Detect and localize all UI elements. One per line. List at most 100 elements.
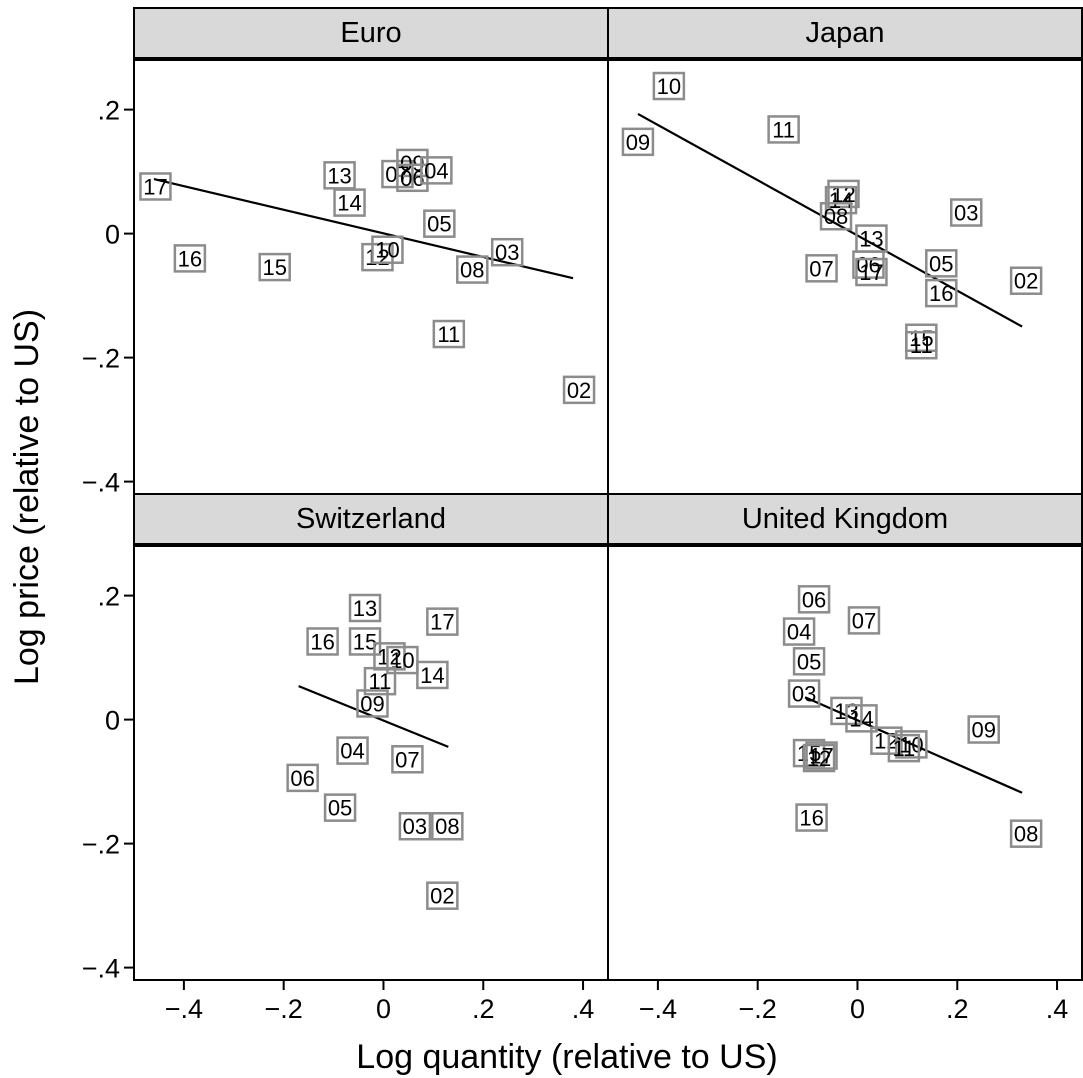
fit-line bbox=[804, 696, 1023, 794]
point-marker-box bbox=[490, 237, 524, 267]
fit-line bbox=[153, 177, 574, 280]
point-marker-box bbox=[333, 188, 366, 217]
point-label: 17 bbox=[859, 260, 883, 285]
data-point: 07 bbox=[847, 606, 881, 635]
data-point: 11 bbox=[887, 733, 921, 763]
point-label: 17 bbox=[430, 610, 454, 635]
point-label: 05 bbox=[797, 649, 821, 674]
y-tick-label: 0 bbox=[105, 706, 120, 736]
y-tick-label: .2 bbox=[97, 96, 120, 126]
data-point: 15 bbox=[348, 627, 382, 656]
point-label: 11 bbox=[437, 322, 460, 347]
point-label: 08 bbox=[435, 814, 459, 839]
data-point: 08 bbox=[431, 811, 464, 841]
point-marker-box bbox=[336, 736, 369, 765]
point-marker-box bbox=[819, 201, 853, 231]
point-label: 14 bbox=[337, 191, 361, 216]
point-marker-box bbox=[348, 627, 382, 656]
data-point: 02 bbox=[1009, 266, 1043, 295]
point-marker-box bbox=[432, 319, 466, 349]
point-marker-box bbox=[925, 249, 958, 278]
data-point: 14 bbox=[824, 185, 858, 215]
point-label: 06 bbox=[856, 253, 880, 278]
x-tick-label: 0 bbox=[376, 994, 391, 1024]
data-point: 03 bbox=[490, 237, 524, 267]
point-label: 02 bbox=[1014, 269, 1038, 294]
data-point: 07 bbox=[391, 745, 424, 774]
point-marker-box bbox=[855, 257, 888, 287]
point-label: 08 bbox=[824, 204, 848, 229]
point-marker-box bbox=[792, 647, 826, 676]
point-marker-box bbox=[356, 689, 389, 718]
data-point: 17 bbox=[426, 607, 459, 636]
data-point: 11 bbox=[767, 115, 800, 144]
point-label: 03 bbox=[403, 814, 427, 839]
point-label: 14 bbox=[849, 706, 873, 731]
point-label: 08 bbox=[460, 258, 484, 283]
data-point: 09 bbox=[967, 715, 1000, 744]
data-point: 05 bbox=[323, 793, 357, 822]
point-label: 12 bbox=[874, 729, 898, 754]
point-marker-box bbox=[139, 172, 172, 201]
panel-title: Switzerland bbox=[296, 503, 446, 535]
data-point: 09 bbox=[621, 127, 655, 157]
point-label: 14 bbox=[829, 188, 853, 213]
panel-title: Japan bbox=[805, 17, 884, 49]
point-marker-box bbox=[173, 244, 207, 273]
point-marker-box bbox=[416, 660, 449, 690]
data-point: 06 bbox=[396, 163, 429, 193]
point-marker-box bbox=[306, 627, 339, 656]
x-tick-label: .4 bbox=[572, 994, 595, 1024]
x-tick-label: .4 bbox=[1046, 994, 1069, 1024]
data-point: 06 bbox=[797, 585, 831, 614]
point-label: 13 bbox=[327, 163, 351, 188]
point-label: 15 bbox=[262, 255, 286, 280]
x-tick-label: .2 bbox=[946, 994, 969, 1024]
point-marker-box bbox=[398, 811, 432, 841]
point-marker-box bbox=[323, 161, 356, 190]
data-point: 08 bbox=[819, 201, 853, 231]
data-point: 17 bbox=[855, 257, 888, 287]
plot-area bbox=[607, 59, 1083, 495]
y-tick-label: .2 bbox=[97, 582, 120, 612]
point-label: 11 bbox=[772, 117, 795, 142]
panel-title-strip bbox=[607, 7, 1083, 59]
y-tick-label: −.2 bbox=[82, 344, 120, 374]
panel-title-strip bbox=[133, 7, 609, 59]
axes-layer: .2 0 −.2 −.4 .2 0 −.2 −.4 −.4 −.2 0 .2 .4 −.4 −.2 0 .2 .4 bbox=[82, 96, 1069, 1024]
point-marker-box bbox=[967, 715, 1000, 744]
data-point: 10 bbox=[652, 71, 686, 101]
data-point: 10 bbox=[371, 235, 404, 264]
point-marker-box bbox=[371, 235, 404, 264]
point-marker-box bbox=[363, 666, 397, 696]
point-label: 02 bbox=[430, 884, 454, 909]
fit-line bbox=[637, 112, 1023, 328]
point-label: 11 bbox=[892, 736, 915, 761]
point-label: 12 bbox=[365, 245, 389, 270]
point-label: 11 bbox=[910, 333, 933, 358]
data-point: 14 bbox=[416, 660, 449, 690]
point-marker-box bbox=[1009, 266, 1043, 295]
data-point: 17 bbox=[139, 172, 172, 201]
point-label: 15 bbox=[353, 629, 377, 654]
point-marker-box bbox=[391, 745, 424, 774]
point-label: 04 bbox=[340, 739, 364, 764]
data-point: 12 bbox=[870, 726, 903, 755]
x-axis-title: Log quantity (relative to US) bbox=[356, 1038, 777, 1076]
data-point: 13 bbox=[323, 161, 356, 190]
point-marker-box bbox=[805, 741, 838, 770]
point-label: 03 bbox=[495, 240, 519, 265]
x-tick-label: .2 bbox=[472, 994, 495, 1024]
point-marker-box bbox=[895, 730, 928, 759]
data-point: 04 bbox=[336, 736, 369, 765]
point-marker-box bbox=[348, 593, 382, 623]
point-marker-box bbox=[426, 607, 459, 636]
point-label: 13 bbox=[859, 227, 883, 252]
point-marker-box bbox=[792, 738, 826, 768]
point-marker-box bbox=[805, 254, 838, 283]
data-point: 03 bbox=[787, 679, 821, 708]
point-marker-box bbox=[420, 156, 453, 185]
x-tick-label: 0 bbox=[850, 994, 865, 1024]
